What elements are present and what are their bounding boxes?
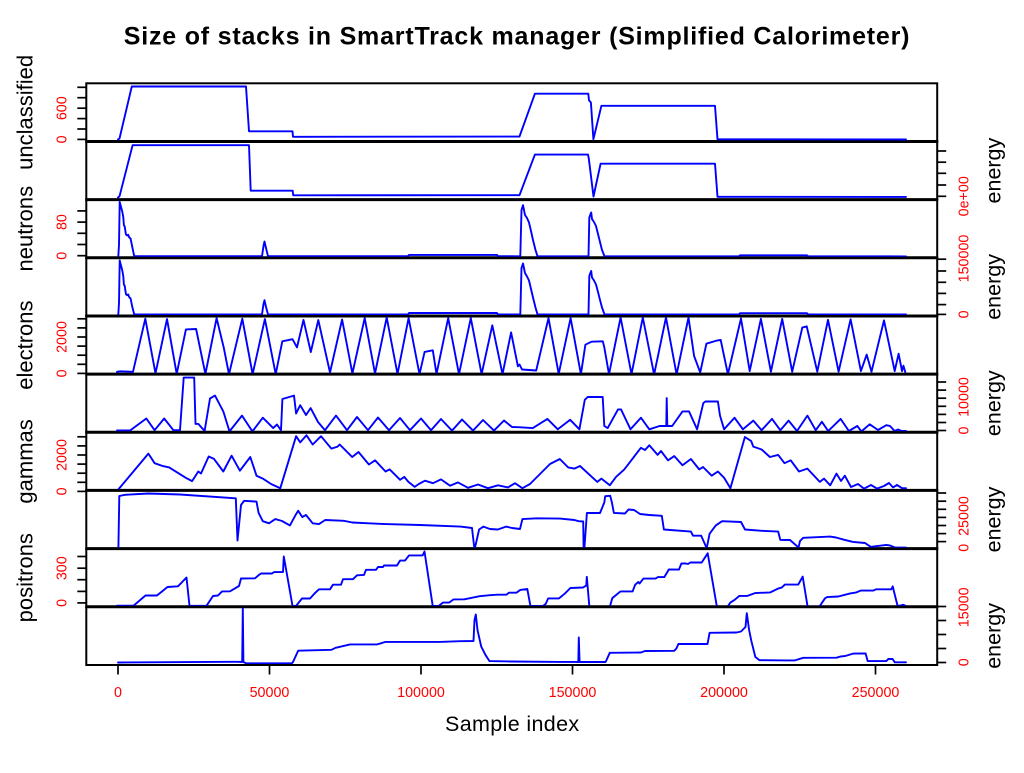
- svg-text:300: 300: [54, 556, 70, 580]
- svg-text:positrons: positrons: [13, 533, 38, 622]
- svg-text:0: 0: [956, 544, 972, 552]
- svg-text:600: 600: [54, 96, 70, 120]
- svg-text:100000: 100000: [397, 685, 445, 701]
- svg-text:200000: 200000: [700, 685, 748, 701]
- svg-text:15000: 15000: [956, 587, 972, 627]
- svg-text:unclassified: unclassified: [13, 55, 38, 170]
- svg-text:150000: 150000: [956, 235, 972, 283]
- svg-text:energy: energy: [982, 254, 1006, 320]
- svg-text:0: 0: [114, 685, 122, 701]
- svg-text:energy: energy: [982, 486, 1006, 552]
- svg-text:0: 0: [956, 310, 972, 318]
- svg-text:25000: 25000: [956, 496, 972, 536]
- svg-text:Sample index: Sample index: [445, 712, 579, 736]
- svg-text:energy: energy: [982, 603, 1006, 669]
- svg-text:50000: 50000: [250, 685, 290, 701]
- svg-text:0: 0: [54, 252, 70, 260]
- svg-text:0: 0: [54, 369, 70, 377]
- svg-text:250000: 250000: [852, 685, 900, 701]
- svg-text:gammas: gammas: [13, 419, 38, 503]
- svg-text:80: 80: [54, 214, 70, 230]
- svg-text:0e+00: 0e+00: [956, 176, 972, 216]
- svg-text:neutrons: neutrons: [13, 186, 38, 272]
- svg-text:energy: energy: [982, 137, 1006, 203]
- svg-text:0: 0: [54, 599, 70, 607]
- svg-text:150000: 150000: [549, 685, 597, 701]
- svg-text:0: 0: [54, 135, 70, 143]
- svg-text:Size of stacks in SmartTrack m: Size of stacks in SmartTrack manager (Si…: [124, 23, 911, 51]
- svg-text:electrons: electrons: [13, 300, 38, 389]
- svg-text:0: 0: [956, 426, 972, 434]
- svg-text:0: 0: [54, 487, 70, 495]
- svg-text:2000: 2000: [54, 439, 70, 471]
- svg-text:2000: 2000: [54, 321, 70, 353]
- svg-text:10000: 10000: [956, 377, 972, 417]
- svg-text:energy: energy: [982, 370, 1006, 436]
- svg-text:0: 0: [956, 658, 972, 666]
